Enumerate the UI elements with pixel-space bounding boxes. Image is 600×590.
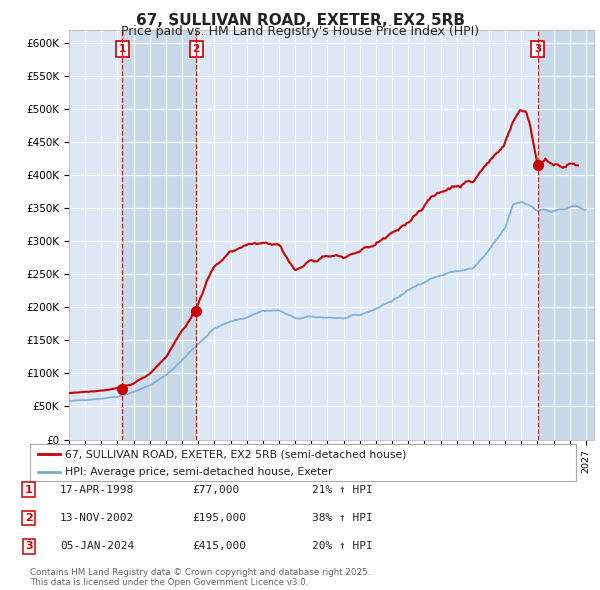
Text: 2: 2 <box>193 44 200 54</box>
Text: 1: 1 <box>25 485 32 494</box>
Text: £77,000: £77,000 <box>192 485 239 494</box>
Text: Contains HM Land Registry data © Crown copyright and database right 2025.
This d: Contains HM Land Registry data © Crown c… <box>30 568 370 587</box>
Text: 05-JAN-2024: 05-JAN-2024 <box>60 542 134 551</box>
Text: £415,000: £415,000 <box>192 542 246 551</box>
Text: 3: 3 <box>25 542 32 551</box>
Text: 17-APR-1998: 17-APR-1998 <box>60 485 134 494</box>
Text: 2: 2 <box>25 513 32 523</box>
Text: 38% ↑ HPI: 38% ↑ HPI <box>312 513 373 523</box>
Text: £195,000: £195,000 <box>192 513 246 523</box>
Text: 20% ↑ HPI: 20% ↑ HPI <box>312 542 373 551</box>
Bar <box>538 30 594 440</box>
Text: 1: 1 <box>119 44 126 54</box>
Text: 21% ↑ HPI: 21% ↑ HPI <box>312 485 373 494</box>
Text: 67, SULLIVAN ROAD, EXETER, EX2 5RB: 67, SULLIVAN ROAD, EXETER, EX2 5RB <box>136 13 464 28</box>
Bar <box>122 30 196 440</box>
Text: 67, SULLIVAN ROAD, EXETER, EX2 5RB (semi-detached house): 67, SULLIVAN ROAD, EXETER, EX2 5RB (semi… <box>65 449 407 459</box>
Text: 13-NOV-2002: 13-NOV-2002 <box>60 513 134 523</box>
Text: Price paid vs. HM Land Registry's House Price Index (HPI): Price paid vs. HM Land Registry's House … <box>121 25 479 38</box>
Text: HPI: Average price, semi-detached house, Exeter: HPI: Average price, semi-detached house,… <box>65 467 333 477</box>
Text: 3: 3 <box>534 44 541 54</box>
